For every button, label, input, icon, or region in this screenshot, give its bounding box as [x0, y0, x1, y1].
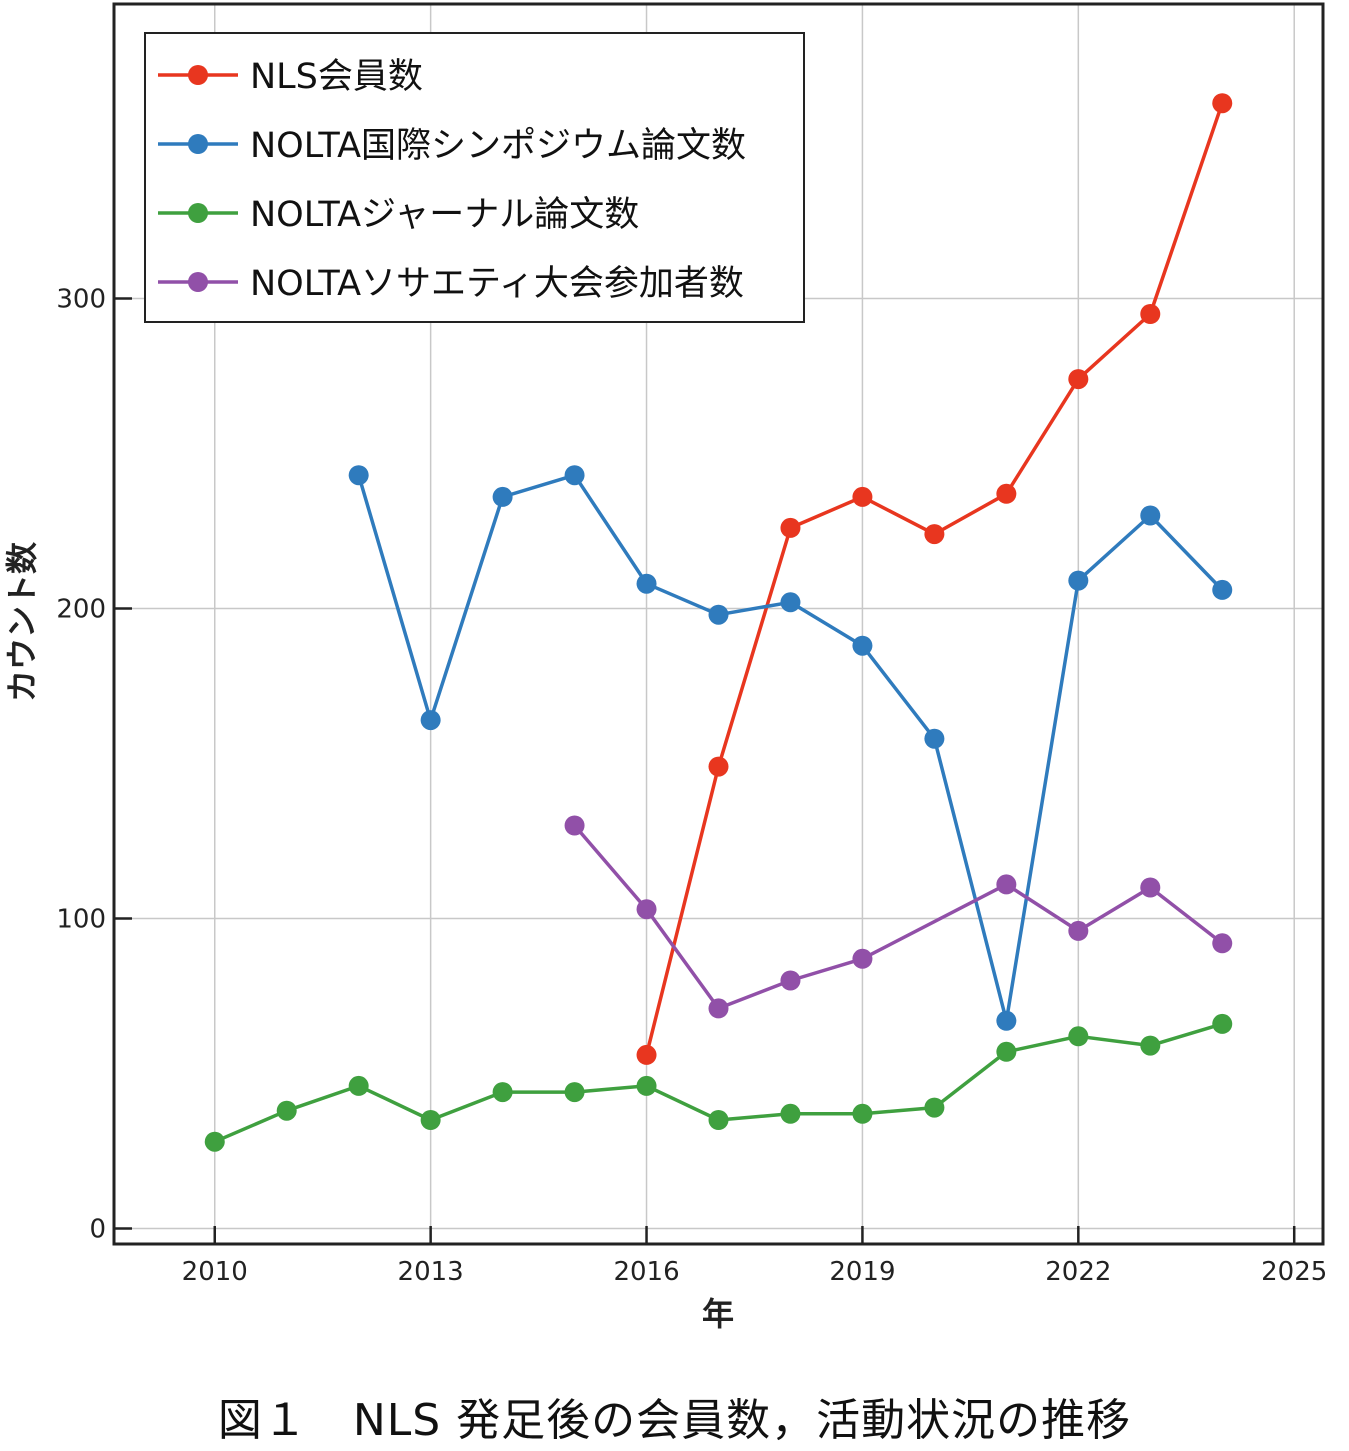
data-point	[924, 728, 945, 749]
legend-label: NOLTAソサエティ大会参加者数	[250, 264, 744, 304]
data-point	[1068, 1026, 1089, 1047]
x-tick-label: 2019	[829, 1257, 895, 1287]
data-point	[708, 604, 729, 625]
data-point	[348, 1075, 369, 1096]
data-point	[996, 1010, 1017, 1031]
series-2	[348, 465, 1233, 1031]
data-point	[708, 756, 729, 777]
data-point	[276, 1100, 297, 1121]
data-point	[636, 1075, 657, 1096]
figure-caption: 図１ NLS 発足後の会員数，活動状況の推移	[217, 1395, 1132, 1446]
y-tick-label: 100	[56, 905, 106, 935]
data-point	[1140, 304, 1161, 324]
series-3	[204, 1013, 1233, 1152]
data-point	[996, 874, 1017, 895]
legend: NLS会員数 NOLTA国際シンポジウム論文数 NOLTAジャーナル論文数 NOLTA…	[144, 32, 805, 323]
data-point	[852, 1103, 873, 1124]
data-point	[420, 710, 441, 731]
x-axis-title: 年	[702, 1295, 734, 1333]
y-tick-label: 300	[56, 285, 106, 315]
series-4	[564, 815, 1233, 1019]
data-point	[204, 1131, 225, 1152]
x-tick-label: 2016	[613, 1257, 679, 1287]
data-point	[492, 486, 513, 507]
series-line	[356, 473, 1224, 1023]
data-point	[636, 899, 657, 920]
legend-marker	[188, 65, 208, 85]
data-point	[420, 1110, 441, 1130]
data-point	[852, 635, 873, 656]
data-point	[1212, 933, 1233, 954]
data-point	[1068, 369, 1089, 390]
y-axis-title: カウント数	[3, 541, 41, 702]
x-tick-label: 2025	[1261, 1257, 1327, 1287]
data-point	[780, 592, 801, 613]
y-tick-label: 200	[56, 595, 106, 625]
data-point	[1068, 920, 1089, 941]
data-point	[1140, 877, 1161, 898]
data-point	[1140, 505, 1161, 526]
data-point	[1212, 93, 1233, 114]
plot-frame	[112, 2, 1325, 1246]
data-point	[852, 948, 873, 969]
data-point	[564, 1082, 585, 1103]
data-point	[1140, 1035, 1161, 1056]
data-point	[780, 517, 801, 538]
series-line	[572, 823, 1224, 1011]
data-point	[636, 573, 657, 594]
x-tick-label: 2013	[398, 1257, 464, 1287]
x-tick-label: 2022	[1045, 1257, 1111, 1287]
x-tick-label: 2010	[182, 1257, 248, 1287]
data-point	[924, 1097, 945, 1118]
data-point	[708, 998, 729, 1019]
data-point	[1212, 579, 1233, 600]
data-point	[348, 465, 369, 486]
legend-marker	[188, 134, 208, 154]
data-point	[708, 1110, 729, 1130]
data-point	[852, 486, 873, 507]
chart: 2010 2013 2016 2019 2022 2025 0 100 200 300 年 カウン…	[3, 2, 1327, 1333]
legend-box	[144, 32, 805, 323]
data-point	[924, 524, 945, 545]
data-point	[996, 483, 1017, 504]
data-point	[1212, 1013, 1233, 1034]
series-1	[636, 93, 1233, 1065]
data-point	[492, 1082, 513, 1103]
ticks: 2010 2013 2016 2019 2022 2025 0 100 200 300	[56, 285, 1327, 1288]
data-point	[996, 1041, 1017, 1062]
series-layer	[204, 93, 1233, 1152]
data-point	[1068, 570, 1089, 591]
data-point	[780, 970, 801, 991]
y-tick-label: 0	[89, 1215, 106, 1245]
data-point	[564, 465, 585, 486]
data-point	[780, 1103, 801, 1124]
legend-label: NLS会員数	[250, 57, 423, 97]
legend-label: NOLTA国際シンポジウム論文数	[250, 126, 746, 166]
legend-marker	[188, 272, 208, 292]
legend-label: NOLTAジャーナル論文数	[250, 195, 639, 235]
data-point	[636, 1044, 657, 1065]
data-point	[564, 815, 585, 836]
legend-marker	[188, 203, 208, 223]
